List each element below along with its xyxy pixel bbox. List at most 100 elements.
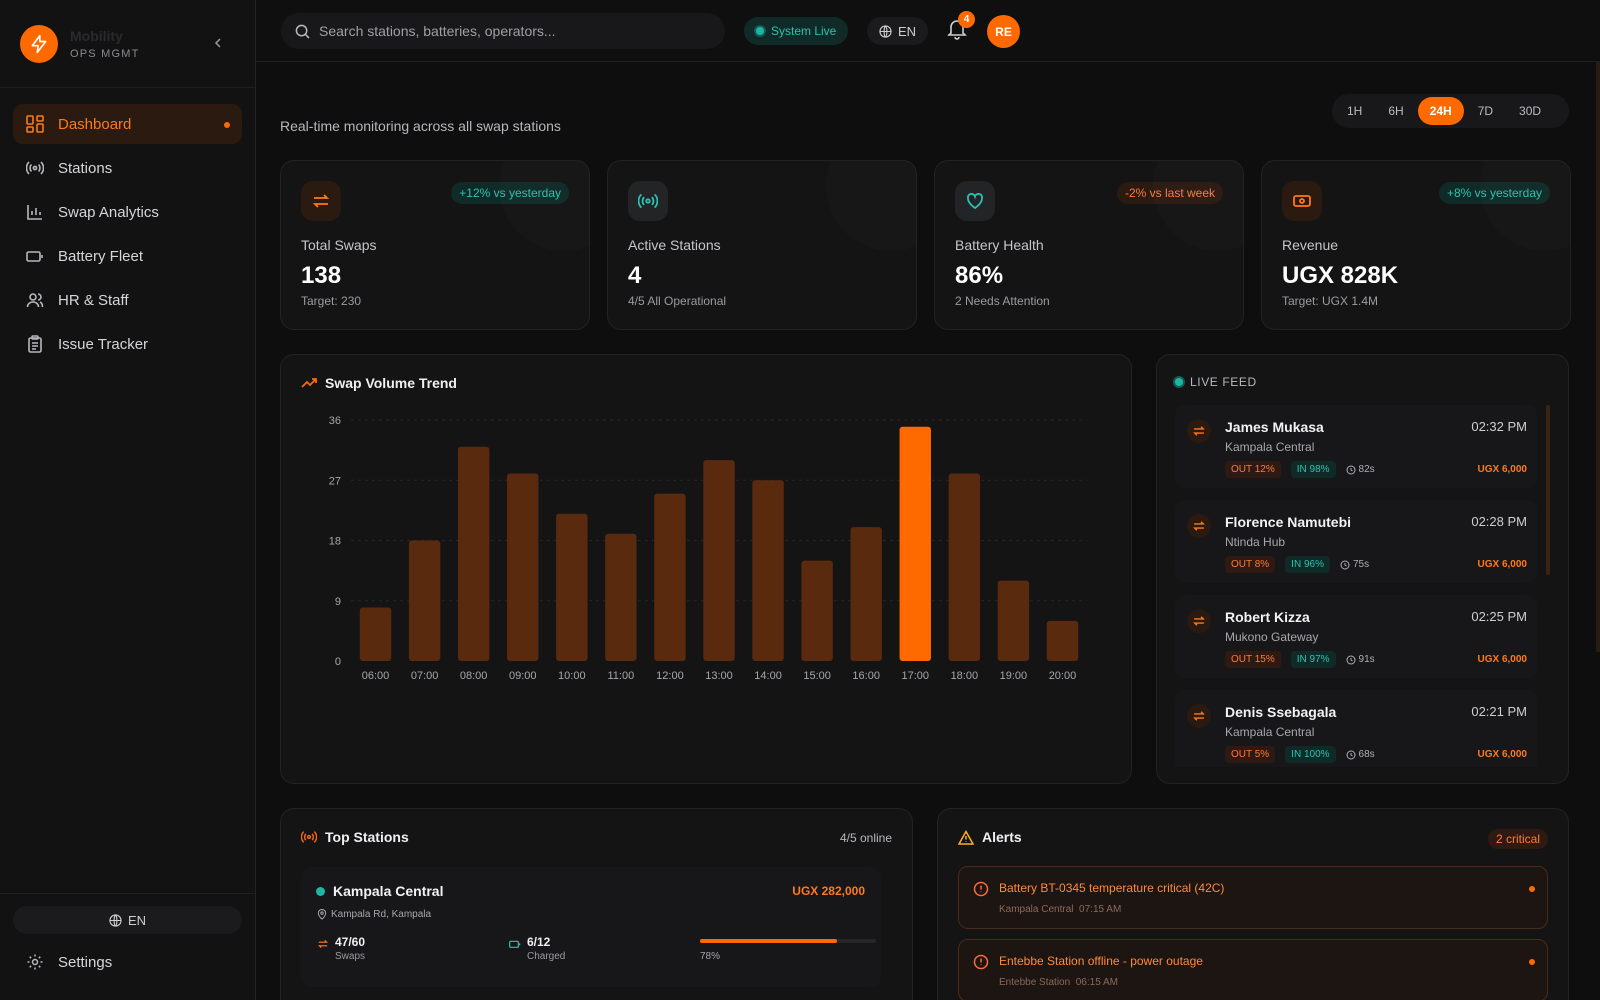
unread-dot xyxy=(1529,959,1535,965)
bar-1200 xyxy=(654,493,686,661)
search-input[interactable] xyxy=(319,23,699,39)
swap-volume-chart-panel: Swap Volume Trend 0 9 18 27 36 06:00 07:00 08:0… xyxy=(280,354,1132,784)
sidebar-item-settings[interactable]: Settings xyxy=(13,942,242,982)
duration-value: 68s xyxy=(1358,749,1375,760)
feed-item[interactable]: Robert Kizza 02:25 PM Mukono Gateway OUT… xyxy=(1175,595,1537,678)
page-scrollbar[interactable] xyxy=(1596,62,1600,652)
y-tick-label: 0 xyxy=(335,656,341,668)
trending-up-icon xyxy=(301,378,317,388)
warning-triangle-icon xyxy=(958,829,974,845)
swap-price: UGX 6,000 xyxy=(1477,559,1527,570)
battery-out-tag: OUT 15% xyxy=(1225,651,1281,668)
bar-0600 xyxy=(359,607,392,661)
bar-1100 xyxy=(605,533,637,661)
kpi-label: Battery Health xyxy=(955,237,1044,253)
kpi-label: Revenue xyxy=(1282,237,1339,253)
settings-label: Settings xyxy=(58,953,113,971)
chart-title: Swap Volume Trend xyxy=(301,375,457,391)
kpi-card-total-swaps: +12% vs yesterday Total Swaps 138 Target… xyxy=(280,160,590,330)
range-7d-button[interactable]: 7D xyxy=(1477,104,1494,118)
station-name: Kampala Central xyxy=(1225,725,1315,739)
cash-icon xyxy=(1282,181,1322,221)
sidebar-item-stations[interactable]: Stations xyxy=(13,148,242,188)
station-charged-metric: 6/12 Charged xyxy=(509,935,565,962)
x-tick-label: 17:00 xyxy=(902,670,930,682)
swap-duration: 68s xyxy=(1346,749,1375,760)
sidebar-item-hr-staff[interactable]: HR & Staff xyxy=(13,280,242,320)
live-indicator-dot xyxy=(1175,378,1183,386)
live-feed-title-text: LIVE FEED xyxy=(1190,375,1257,389)
live-feed-scrollbar[interactable] xyxy=(1546,405,1550,575)
alert-circle-icon xyxy=(973,954,989,970)
duration-value: 91s xyxy=(1358,654,1375,665)
sidebar-item-dashboard[interactable]: Dashboard xyxy=(13,104,242,144)
language-selector[interactable]: EN xyxy=(867,17,929,45)
time-range-selector: 1H 6H 24H 7D 30D xyxy=(1332,94,1569,128)
feed-item[interactable]: James Mukasa 02:32 PM Kampala Central OU… xyxy=(1175,405,1537,488)
swap-duration: 75s xyxy=(1340,559,1369,570)
x-tick-label: 13:00 xyxy=(705,670,733,682)
alert-message: Battery BT-0345 temperature critical (42… xyxy=(999,881,1225,895)
brand-name: Mobility xyxy=(70,27,123,44)
alert-item[interactable]: Battery BT-0345 temperature critical (42… xyxy=(958,866,1548,929)
bar-1300 xyxy=(703,460,735,661)
brand: Mobility OPS MGMT xyxy=(0,0,255,88)
search-bar[interactable] xyxy=(281,13,725,49)
sidebar-language-selector[interactable]: EN xyxy=(13,906,242,934)
station-card[interactable]: Kampala Central UGX 282,000 Kampala Rd, … xyxy=(301,867,881,987)
kpi-card-revenue: +8% vs yesterday Revenue UGX 828K Target… xyxy=(1261,160,1571,330)
alert-item[interactable]: Entebbe Station offline - power outage E… xyxy=(958,939,1548,1000)
swap-time: 02:32 PM xyxy=(1471,419,1527,434)
range-6h-button[interactable]: 6H xyxy=(1388,104,1404,118)
swap-icon xyxy=(1187,419,1211,443)
range-30d-button[interactable]: 30D xyxy=(1519,104,1542,118)
duration-value: 82s xyxy=(1358,464,1375,475)
trend-badge: -2% vs last week xyxy=(1116,182,1223,204)
globe-icon xyxy=(879,24,892,38)
alerts-title: Alerts xyxy=(958,829,1022,845)
language-label: EN xyxy=(898,23,917,39)
swap-icon xyxy=(1187,609,1211,633)
kpi-label: Total Swaps xyxy=(301,237,377,253)
station-revenue: UGX 282,000 xyxy=(792,884,865,898)
page-subtitle: Real-time monitoring across all swap sta… xyxy=(280,118,561,134)
kpi-value: 138 xyxy=(301,262,342,289)
station-name: Mukono Gateway xyxy=(1225,630,1319,644)
feed-item[interactable]: Denis Ssebagala 02:21 PM Kampala Central… xyxy=(1175,690,1537,767)
swap-icon xyxy=(1187,704,1211,728)
bar-1900 xyxy=(997,580,1030,661)
feed-item[interactable]: Florence Namutebi 02:28 PM Ntinda Hub OU… xyxy=(1175,500,1537,583)
x-tick-label: 08:00 xyxy=(460,670,488,682)
sidebar-item-battery-fleet[interactable]: Battery Fleet xyxy=(13,236,242,276)
kpi-subtext: Target: 230 xyxy=(301,294,362,308)
x-tick-label: 09:00 xyxy=(509,670,537,682)
range-24h-button[interactable]: 24H xyxy=(1417,97,1464,125)
x-tick-label: 20:00 xyxy=(1049,670,1077,682)
swap-time: 02:28 PM xyxy=(1471,514,1527,529)
status-dot xyxy=(756,27,764,35)
sidebar-item-swap-analytics[interactable]: Swap Analytics xyxy=(13,192,242,232)
alert-time: 07:15 AM xyxy=(1079,904,1122,915)
user-avatar[interactable]: RE xyxy=(987,15,1020,48)
swap-price: UGX 6,000 xyxy=(1477,654,1527,665)
range-1h-button[interactable]: 1H xyxy=(1347,104,1363,118)
utilization-percent: 78% xyxy=(700,951,721,962)
top-stations-title: Top Stations xyxy=(301,829,409,845)
bar-1600 xyxy=(850,527,882,661)
live-feed-list: James Mukasa 02:32 PM Kampala Central OU… xyxy=(1175,405,1537,767)
kpi-card-active-stations: Active Stations 4 4/5 All Operational xyxy=(607,160,917,330)
swaps-value: 47/60 xyxy=(335,935,366,949)
alert-station: Kampala Central xyxy=(999,904,1074,915)
bar-0700 xyxy=(408,540,441,661)
utilization-bar-fill xyxy=(700,939,838,943)
alerts-panel: Alerts 2 critical Battery BT-0345 temper… xyxy=(937,808,1569,1000)
operator-name: Denis Ssebagala xyxy=(1225,704,1337,720)
battery-out-tag: OUT 5% xyxy=(1225,746,1276,763)
kpi-subtext: 2 Needs Attention xyxy=(955,294,1050,308)
clock-icon xyxy=(1346,465,1356,474)
chevron-left-icon xyxy=(214,38,221,48)
sidebar-item-issue-tracker[interactable]: Issue Tracker xyxy=(13,324,242,364)
collapse-sidebar-button[interactable] xyxy=(209,34,227,52)
x-tick-label: 11:00 xyxy=(608,670,635,682)
kpi-label: Active Stations xyxy=(628,237,721,253)
